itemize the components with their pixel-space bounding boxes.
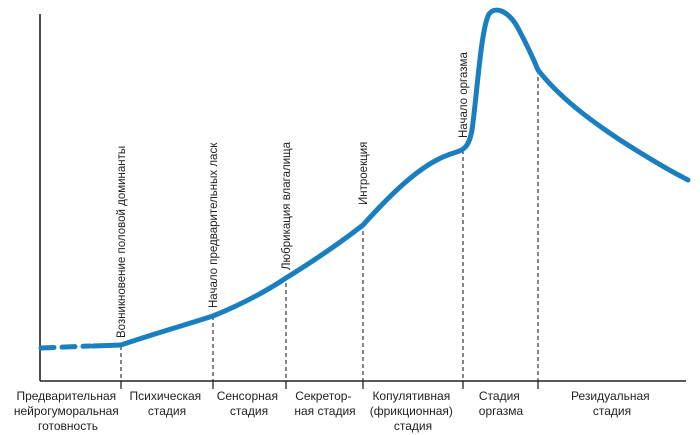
event-label-lubrication: Любрикация влагалища <box>281 141 293 270</box>
stage-label-preliminary: Предварительная нейрогуморальная готовно… <box>14 389 122 433</box>
event-label-foreplay: Начало предварительных ласк <box>208 142 220 308</box>
event-markers <box>120 70 539 381</box>
stage-label-sensory: Сенсорная стадия <box>217 389 282 418</box>
stage-label-orgasm: Стадия оргазма <box>479 389 524 418</box>
stage-label-residual: Резидуальная стадия <box>571 389 653 418</box>
stage-label-copulative: Копулятивная (фрикционная) стадия <box>370 389 457 433</box>
stage-label-psychic: Психическая стадия <box>130 389 205 418</box>
stage-ticks <box>120 381 539 389</box>
intensity-curve <box>38 7 691 351</box>
stage-label-secretory: Секретор- ная стадия <box>294 389 355 418</box>
curve-main <box>90 7 691 349</box>
event-label-orgasm-onset: Начало оргазма <box>458 52 470 138</box>
curve-dashed-start <box>38 343 93 351</box>
event-label-intromission: Интроекция <box>358 142 370 205</box>
event-label-dominant: Возникновение половой доминанты <box>116 146 128 338</box>
